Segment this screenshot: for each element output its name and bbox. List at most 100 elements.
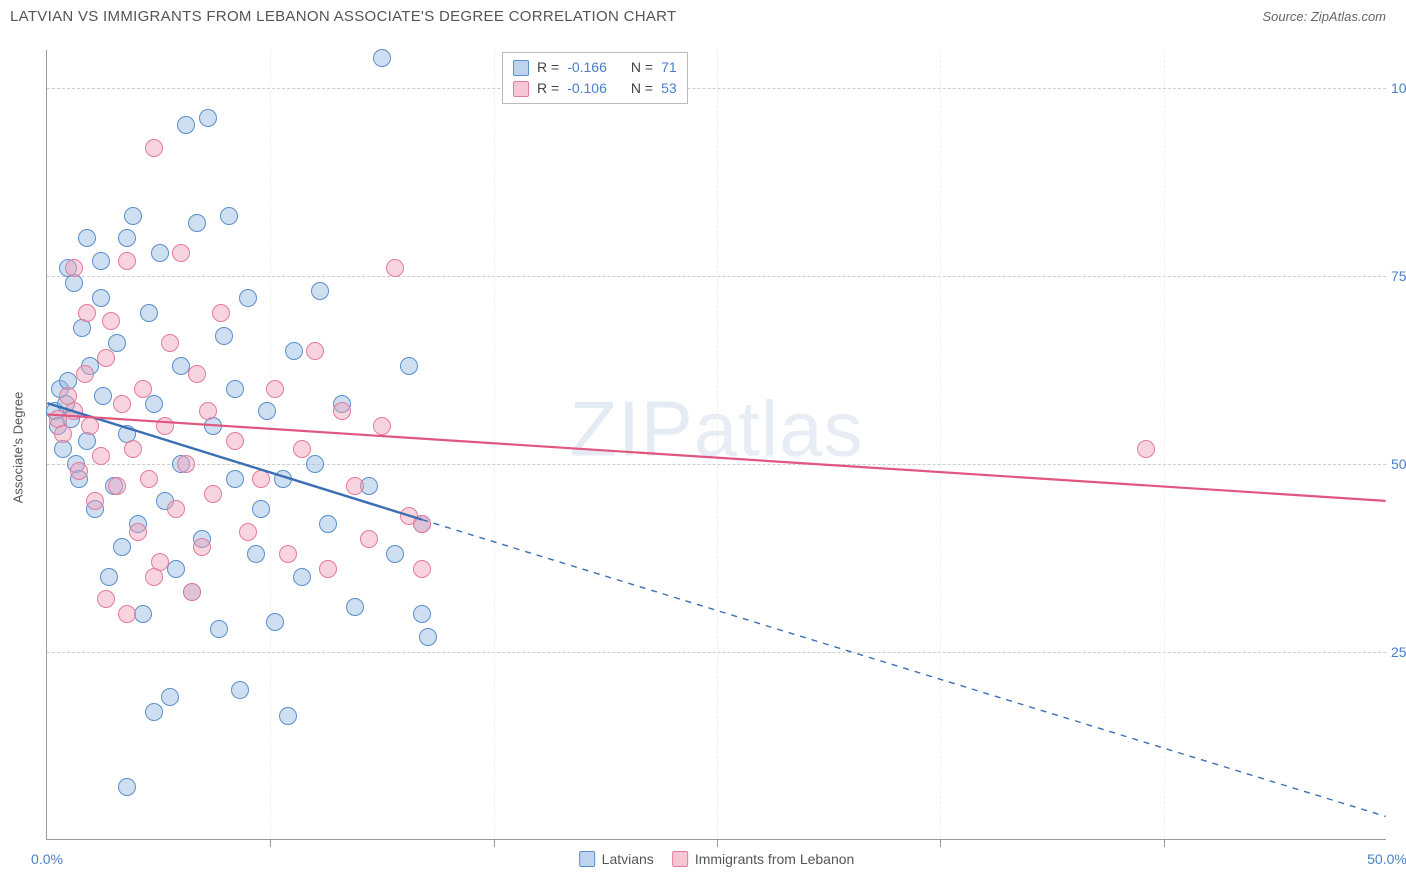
scatter-point: [413, 560, 431, 578]
chart-plot-area: ZIPatlas 25.0%50.0%75.0%100.0%0.0%50.0% …: [46, 50, 1386, 840]
scatter-point: [204, 485, 222, 503]
scatter-point: [333, 402, 351, 420]
legend-row-series2: R = -0.106 N = 53: [513, 78, 677, 99]
scatter-point: [193, 538, 211, 556]
scatter-point: [279, 707, 297, 725]
scatter-point: [100, 568, 118, 586]
correlation-legend: R = -0.166 N = 71 R = -0.106 N = 53: [502, 52, 688, 104]
scatter-point: [76, 365, 94, 383]
gridline-v: [1164, 50, 1165, 839]
scatter-point: [167, 560, 185, 578]
scatter-point: [124, 207, 142, 225]
scatter-point: [172, 244, 190, 262]
scatter-point: [92, 252, 110, 270]
x-minor-tick: [717, 839, 718, 847]
scatter-point: [118, 605, 136, 623]
scatter-point: [293, 568, 311, 586]
gridline-v: [717, 50, 718, 839]
scatter-point: [226, 380, 244, 398]
legend-swatch-series1: [513, 60, 529, 76]
scatter-point: [258, 402, 276, 420]
scatter-point: [346, 598, 364, 616]
scatter-point: [239, 523, 257, 541]
scatter-point: [210, 620, 228, 638]
scatter-point: [360, 530, 378, 548]
scatter-point: [97, 590, 115, 608]
scatter-point: [81, 417, 99, 435]
series-legend: Latvians Immigrants from Lebanon: [579, 851, 855, 867]
scatter-point: [252, 470, 270, 488]
scatter-point: [129, 523, 147, 541]
scatter-point: [134, 380, 152, 398]
scatter-point: [145, 395, 163, 413]
x-minor-tick: [270, 839, 271, 847]
scatter-point: [65, 259, 83, 277]
scatter-point: [266, 380, 284, 398]
scatter-point: [156, 417, 174, 435]
chart-title: LATVIAN VS IMMIGRANTS FROM LEBANON ASSOC…: [10, 8, 677, 25]
legend-item-series2: Immigrants from Lebanon: [672, 851, 855, 867]
y-tick-label: 50.0%: [1391, 456, 1406, 472]
scatter-point: [177, 116, 195, 134]
x-minor-tick: [1164, 839, 1165, 847]
scatter-point: [346, 477, 364, 495]
scatter-point: [113, 538, 131, 556]
scatter-point: [413, 515, 431, 533]
scatter-point: [215, 327, 233, 345]
scatter-point: [151, 244, 169, 262]
scatter-point: [161, 688, 179, 706]
source-label: Source: ZipAtlas.com: [1262, 9, 1386, 24]
scatter-point: [92, 289, 110, 307]
legend-swatch-series2: [513, 81, 529, 97]
scatter-point: [108, 477, 126, 495]
scatter-point: [118, 229, 136, 247]
scatter-point: [1137, 440, 1155, 458]
x-tick-label: 50.0%: [1367, 851, 1406, 867]
scatter-point: [134, 605, 152, 623]
gridline-v: [494, 50, 495, 839]
scatter-point: [373, 417, 391, 435]
scatter-point: [102, 312, 120, 330]
scatter-point: [306, 342, 324, 360]
y-tick-label: 75.0%: [1391, 268, 1406, 284]
scatter-point: [319, 560, 337, 578]
gridline-v: [270, 50, 271, 839]
trend-line-extension: [422, 520, 1386, 817]
scatter-point: [199, 109, 217, 127]
scatter-point: [118, 252, 136, 270]
y-axis-title: Associate's Degree: [11, 392, 26, 504]
scatter-point: [220, 207, 238, 225]
scatter-point: [293, 440, 311, 458]
scatter-point: [413, 605, 431, 623]
scatter-point: [54, 425, 72, 443]
scatter-point: [188, 214, 206, 232]
scatter-point: [167, 500, 185, 518]
y-tick-label: 100.0%: [1391, 80, 1406, 96]
scatter-point: [177, 455, 195, 473]
scatter-point: [140, 470, 158, 488]
scatter-point: [94, 387, 112, 405]
scatter-point: [239, 289, 257, 307]
scatter-point: [252, 500, 270, 518]
scatter-point: [65, 402, 83, 420]
scatter-point: [226, 470, 244, 488]
scatter-point: [419, 628, 437, 646]
scatter-point: [161, 334, 179, 352]
scatter-point: [145, 139, 163, 157]
x-tick-label: 0.0%: [31, 851, 63, 867]
scatter-point: [226, 432, 244, 450]
scatter-point: [199, 402, 217, 420]
scatter-point: [311, 282, 329, 300]
scatter-point: [78, 304, 96, 322]
legend-swatch-icon: [672, 851, 688, 867]
scatter-point: [400, 357, 418, 375]
scatter-point: [124, 440, 142, 458]
scatter-point: [113, 395, 131, 413]
scatter-point: [118, 778, 136, 796]
scatter-point: [373, 49, 391, 67]
x-minor-tick: [494, 839, 495, 847]
scatter-point: [386, 259, 404, 277]
scatter-point: [231, 681, 249, 699]
scatter-point: [140, 304, 158, 322]
scatter-point: [92, 447, 110, 465]
